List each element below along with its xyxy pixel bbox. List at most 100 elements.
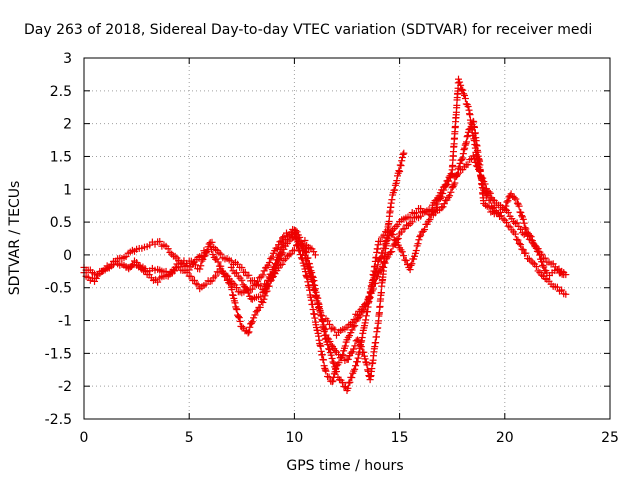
data-point: [322, 367, 330, 375]
data-point: [328, 354, 336, 362]
data-point: [453, 172, 461, 180]
y-tick-label: -2: [58, 379, 72, 395]
data-point: [401, 225, 409, 233]
data-point: [310, 277, 318, 285]
data-point: [456, 159, 464, 167]
data-point: [285, 251, 293, 259]
data-point: [233, 284, 241, 292]
data-point: [348, 326, 356, 334]
data-point: [464, 132, 472, 140]
data-point: [391, 186, 399, 194]
data-point: [372, 268, 380, 276]
data-point: [485, 203, 493, 211]
data-point: [408, 260, 416, 268]
data-point: [455, 163, 463, 171]
data-point: [527, 233, 535, 241]
data-point: [346, 332, 354, 340]
data-point: [407, 261, 415, 269]
data-point: [190, 276, 198, 284]
data-point: [306, 263, 314, 271]
data-point: [484, 191, 492, 199]
data-point: [214, 258, 222, 266]
data-point: [538, 258, 546, 266]
data-point: [279, 234, 287, 242]
data-point: [154, 278, 162, 286]
data-point: [187, 272, 195, 280]
data-point: [296, 233, 304, 241]
data-point: [457, 81, 465, 89]
data-point: [399, 150, 407, 158]
data-point: [350, 345, 358, 353]
y-tick-label: 1: [63, 182, 72, 198]
data-point: [192, 280, 200, 288]
data-point: [203, 247, 211, 255]
data-point: [510, 194, 518, 202]
data-point: [412, 247, 420, 255]
data-point: [461, 141, 469, 149]
data-point: [233, 306, 241, 314]
data-point: [234, 313, 242, 321]
data-point: [335, 359, 343, 367]
data-point: [436, 194, 444, 202]
data-point: [376, 255, 384, 263]
data-point: [361, 355, 369, 363]
data-point: [309, 273, 317, 281]
data-point: [136, 262, 144, 270]
data-point: [553, 283, 561, 291]
data-point: [344, 355, 352, 363]
data-point: [251, 311, 259, 319]
x-tick-label: 10: [285, 430, 303, 446]
data-point: [459, 86, 467, 94]
data-point: [299, 240, 307, 248]
data-point: [256, 303, 264, 311]
data-point: [379, 249, 387, 257]
data-point: [92, 274, 100, 282]
data-point: [107, 262, 115, 270]
data-point: [304, 254, 312, 262]
data-point: [369, 280, 377, 288]
data-point: [395, 167, 403, 175]
data-point: [501, 205, 509, 213]
y-tick-label: 3: [63, 51, 72, 67]
y-tick-label: -1.5: [45, 346, 72, 362]
data-point: [464, 102, 472, 110]
data-point: [292, 227, 300, 235]
data-point: [217, 262, 225, 270]
data-point: [293, 228, 301, 236]
y-tick-label: -2.5: [45, 412, 72, 428]
data-point: [513, 199, 521, 207]
data-point: [396, 168, 404, 176]
data-point: [128, 261, 136, 269]
data-point: [202, 249, 210, 257]
data-point: [402, 257, 410, 265]
plot-frame: [83, 57, 611, 420]
data-point: [156, 237, 164, 245]
data-point: [354, 311, 362, 319]
chart-title: Day 263 of 2018, Sidereal Day-to-day VTE…: [24, 22, 592, 38]
data-point: [514, 236, 522, 244]
data-point: [244, 289, 252, 297]
data-point: [503, 198, 511, 206]
data-point: [209, 250, 217, 258]
data-point: [308, 269, 316, 277]
data-point: [513, 219, 521, 227]
data-point: [398, 157, 406, 165]
data-point: [438, 204, 446, 212]
data-point: [238, 323, 246, 331]
data-point: [320, 356, 328, 364]
data-point: [384, 235, 392, 243]
data-point: [517, 241, 525, 249]
data-point: [344, 333, 352, 341]
data-point: [388, 248, 396, 256]
data-point: [212, 272, 219, 280]
data-point: [440, 186, 448, 194]
data-point: [231, 299, 239, 307]
data-point: [244, 329, 252, 337]
data-point: [196, 265, 204, 273]
data-point: [331, 347, 339, 355]
data-point: [562, 290, 570, 298]
data-point: [329, 324, 337, 332]
data-point: [236, 317, 244, 325]
data-point: [278, 260, 286, 268]
data-point: [519, 215, 527, 223]
